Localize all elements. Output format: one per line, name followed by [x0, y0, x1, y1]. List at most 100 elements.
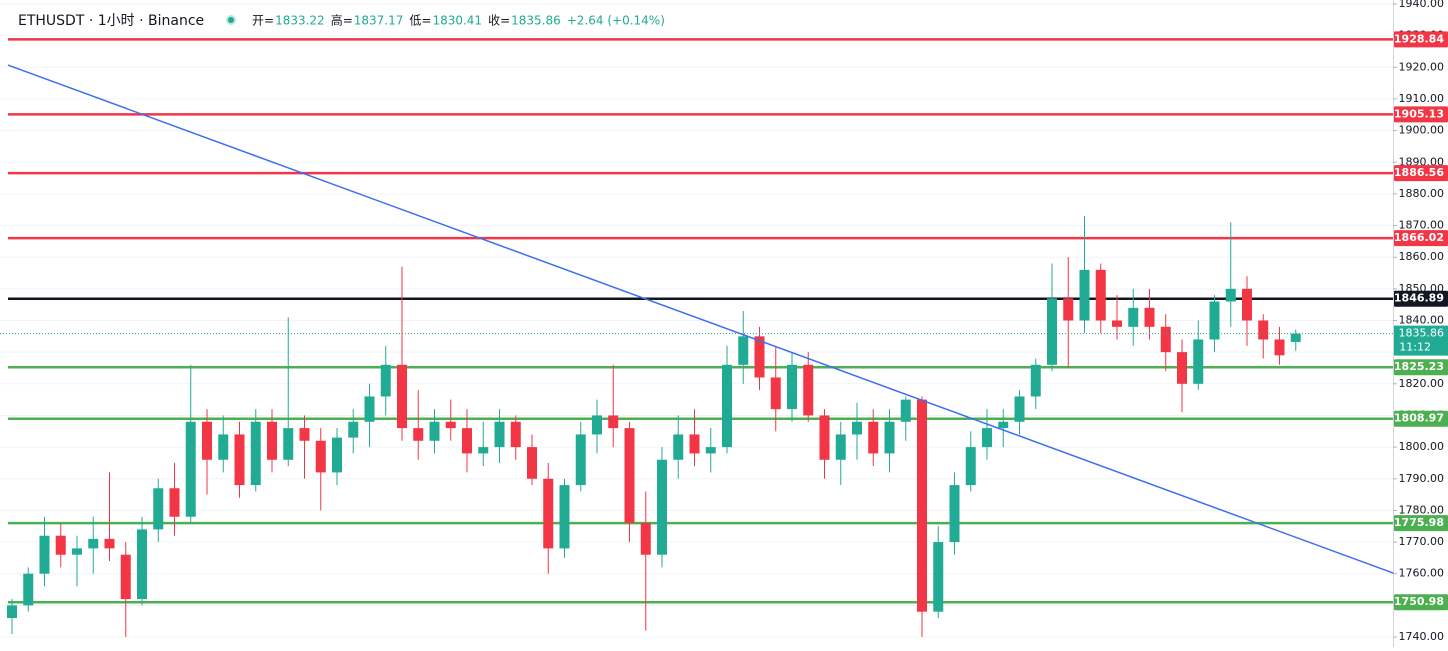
candle-body — [1193, 339, 1204, 384]
ohlc-value: 1835.86 — [511, 14, 561, 28]
candle-body — [965, 447, 976, 486]
candle-body — [868, 421, 879, 454]
candle-body — [949, 485, 960, 543]
countdown: 11:12 — [1399, 341, 1431, 354]
y-tick-label: 1770.00 — [1399, 535, 1445, 548]
candle-body — [543, 478, 554, 549]
candle-body — [39, 535, 50, 574]
candle-body — [835, 434, 846, 460]
current-price-box — [1394, 325, 1448, 356]
candle-body — [1047, 298, 1057, 365]
level-label: 1825.23 — [1394, 360, 1444, 373]
y-tick-label: 1900.00 — [1399, 124, 1445, 137]
level-label: 1905.13 — [1394, 107, 1444, 120]
current-price-label: 1835.86 — [1399, 327, 1445, 340]
candle-body — [657, 459, 667, 555]
level-label: 1886.56 — [1394, 166, 1444, 179]
level-label-box — [1394, 230, 1448, 247]
candle-body — [705, 447, 716, 454]
candle-body — [120, 554, 131, 600]
y-tick-label: 1860.00 — [1399, 250, 1445, 263]
candle-body — [933, 542, 944, 612]
candle-body — [1160, 326, 1171, 353]
candle-body — [689, 434, 700, 454]
level-label-box — [1394, 515, 1448, 532]
candle-body — [803, 364, 814, 416]
level-label-box — [1394, 31, 1448, 48]
candle-body — [559, 485, 570, 549]
candle-body — [413, 428, 424, 441]
level-label: 1775.98 — [1394, 516, 1444, 529]
candle-body — [348, 421, 359, 438]
overlay — [0, 64, 1394, 574]
candle-body — [315, 440, 326, 473]
candle-body — [218, 434, 229, 460]
candle-body — [153, 488, 164, 530]
y-tick-label: 1840.00 — [1399, 314, 1445, 327]
candle-body — [445, 421, 456, 429]
candle-body — [202, 421, 212, 460]
ohlc-label: 低= — [409, 14, 431, 28]
price-axis: 1740.001750.001760.001770.001780.001790.… — [1393, 0, 1448, 643]
candle-body — [1030, 364, 1041, 397]
candle-body — [283, 428, 294, 460]
candle-body — [527, 447, 537, 479]
candle-body — [608, 415, 619, 429]
candle-body — [982, 428, 992, 448]
candle-body — [185, 421, 196, 517]
y-tick-label: 1790.00 — [1399, 472, 1445, 485]
level-label: 1750.98 — [1394, 595, 1444, 608]
candle-body — [250, 421, 261, 486]
change: +2.64 (+0.14%) — [567, 14, 665, 28]
trendline — [7, 64, 1394, 574]
symbol-title: ETHUSDT · 1小时 · Binance — [18, 13, 204, 29]
candle-body — [332, 437, 342, 473]
level-label-box — [1394, 290, 1448, 307]
ohlc-value: 1830.41 — [432, 14, 482, 28]
candle-body — [299, 428, 310, 441]
y-tick-label: 1820.00 — [1399, 377, 1445, 390]
candle-body — [1209, 301, 1220, 340]
candle-body — [1063, 298, 1074, 321]
candle-body — [72, 548, 82, 555]
candle-body — [1258, 320, 1269, 340]
candle-body — [380, 364, 391, 397]
candle-body — [1079, 269, 1090, 321]
candle-body — [137, 529, 147, 600]
candle-body — [7, 605, 17, 619]
header-bg — [0, 6, 640, 34]
candle-body — [592, 415, 602, 435]
candle-body — [1225, 288, 1236, 302]
candle-body — [462, 428, 472, 454]
candle-body — [55, 535, 66, 555]
y-tick-label: 1760.00 — [1399, 567, 1445, 580]
candle-body — [23, 573, 34, 606]
candle-body — [1274, 339, 1285, 356]
candle-body — [169, 488, 180, 517]
candle-body — [722, 364, 732, 448]
y-tick-label: 1800.00 — [1399, 440, 1445, 453]
candle-body — [510, 421, 521, 448]
candle-body — [494, 421, 505, 448]
candle-body — [397, 364, 407, 429]
candle-body — [1242, 288, 1252, 321]
status-dot — [228, 17, 234, 23]
candle-body — [364, 396, 375, 422]
level-label-box — [1394, 359, 1448, 376]
level-label: 1866.02 — [1394, 231, 1444, 244]
header: ETHUSDT · 1小时 · Binance 开= 1833.22 高= 1837.… — [0, 6, 665, 34]
candle-body — [819, 415, 830, 460]
y-tick-label: 1780.00 — [1399, 503, 1445, 516]
candle-body — [884, 421, 895, 454]
grid — [0, 3, 1393, 638]
candle-body — [640, 523, 651, 555]
y-tick-label: 1890.00 — [1399, 155, 1445, 168]
candle-body — [738, 336, 749, 365]
candle-body — [787, 364, 797, 410]
level-label: 1808.97 — [1394, 412, 1444, 425]
candle-body — [88, 538, 99, 549]
candle-body — [770, 377, 781, 410]
candle-body — [1095, 269, 1106, 321]
